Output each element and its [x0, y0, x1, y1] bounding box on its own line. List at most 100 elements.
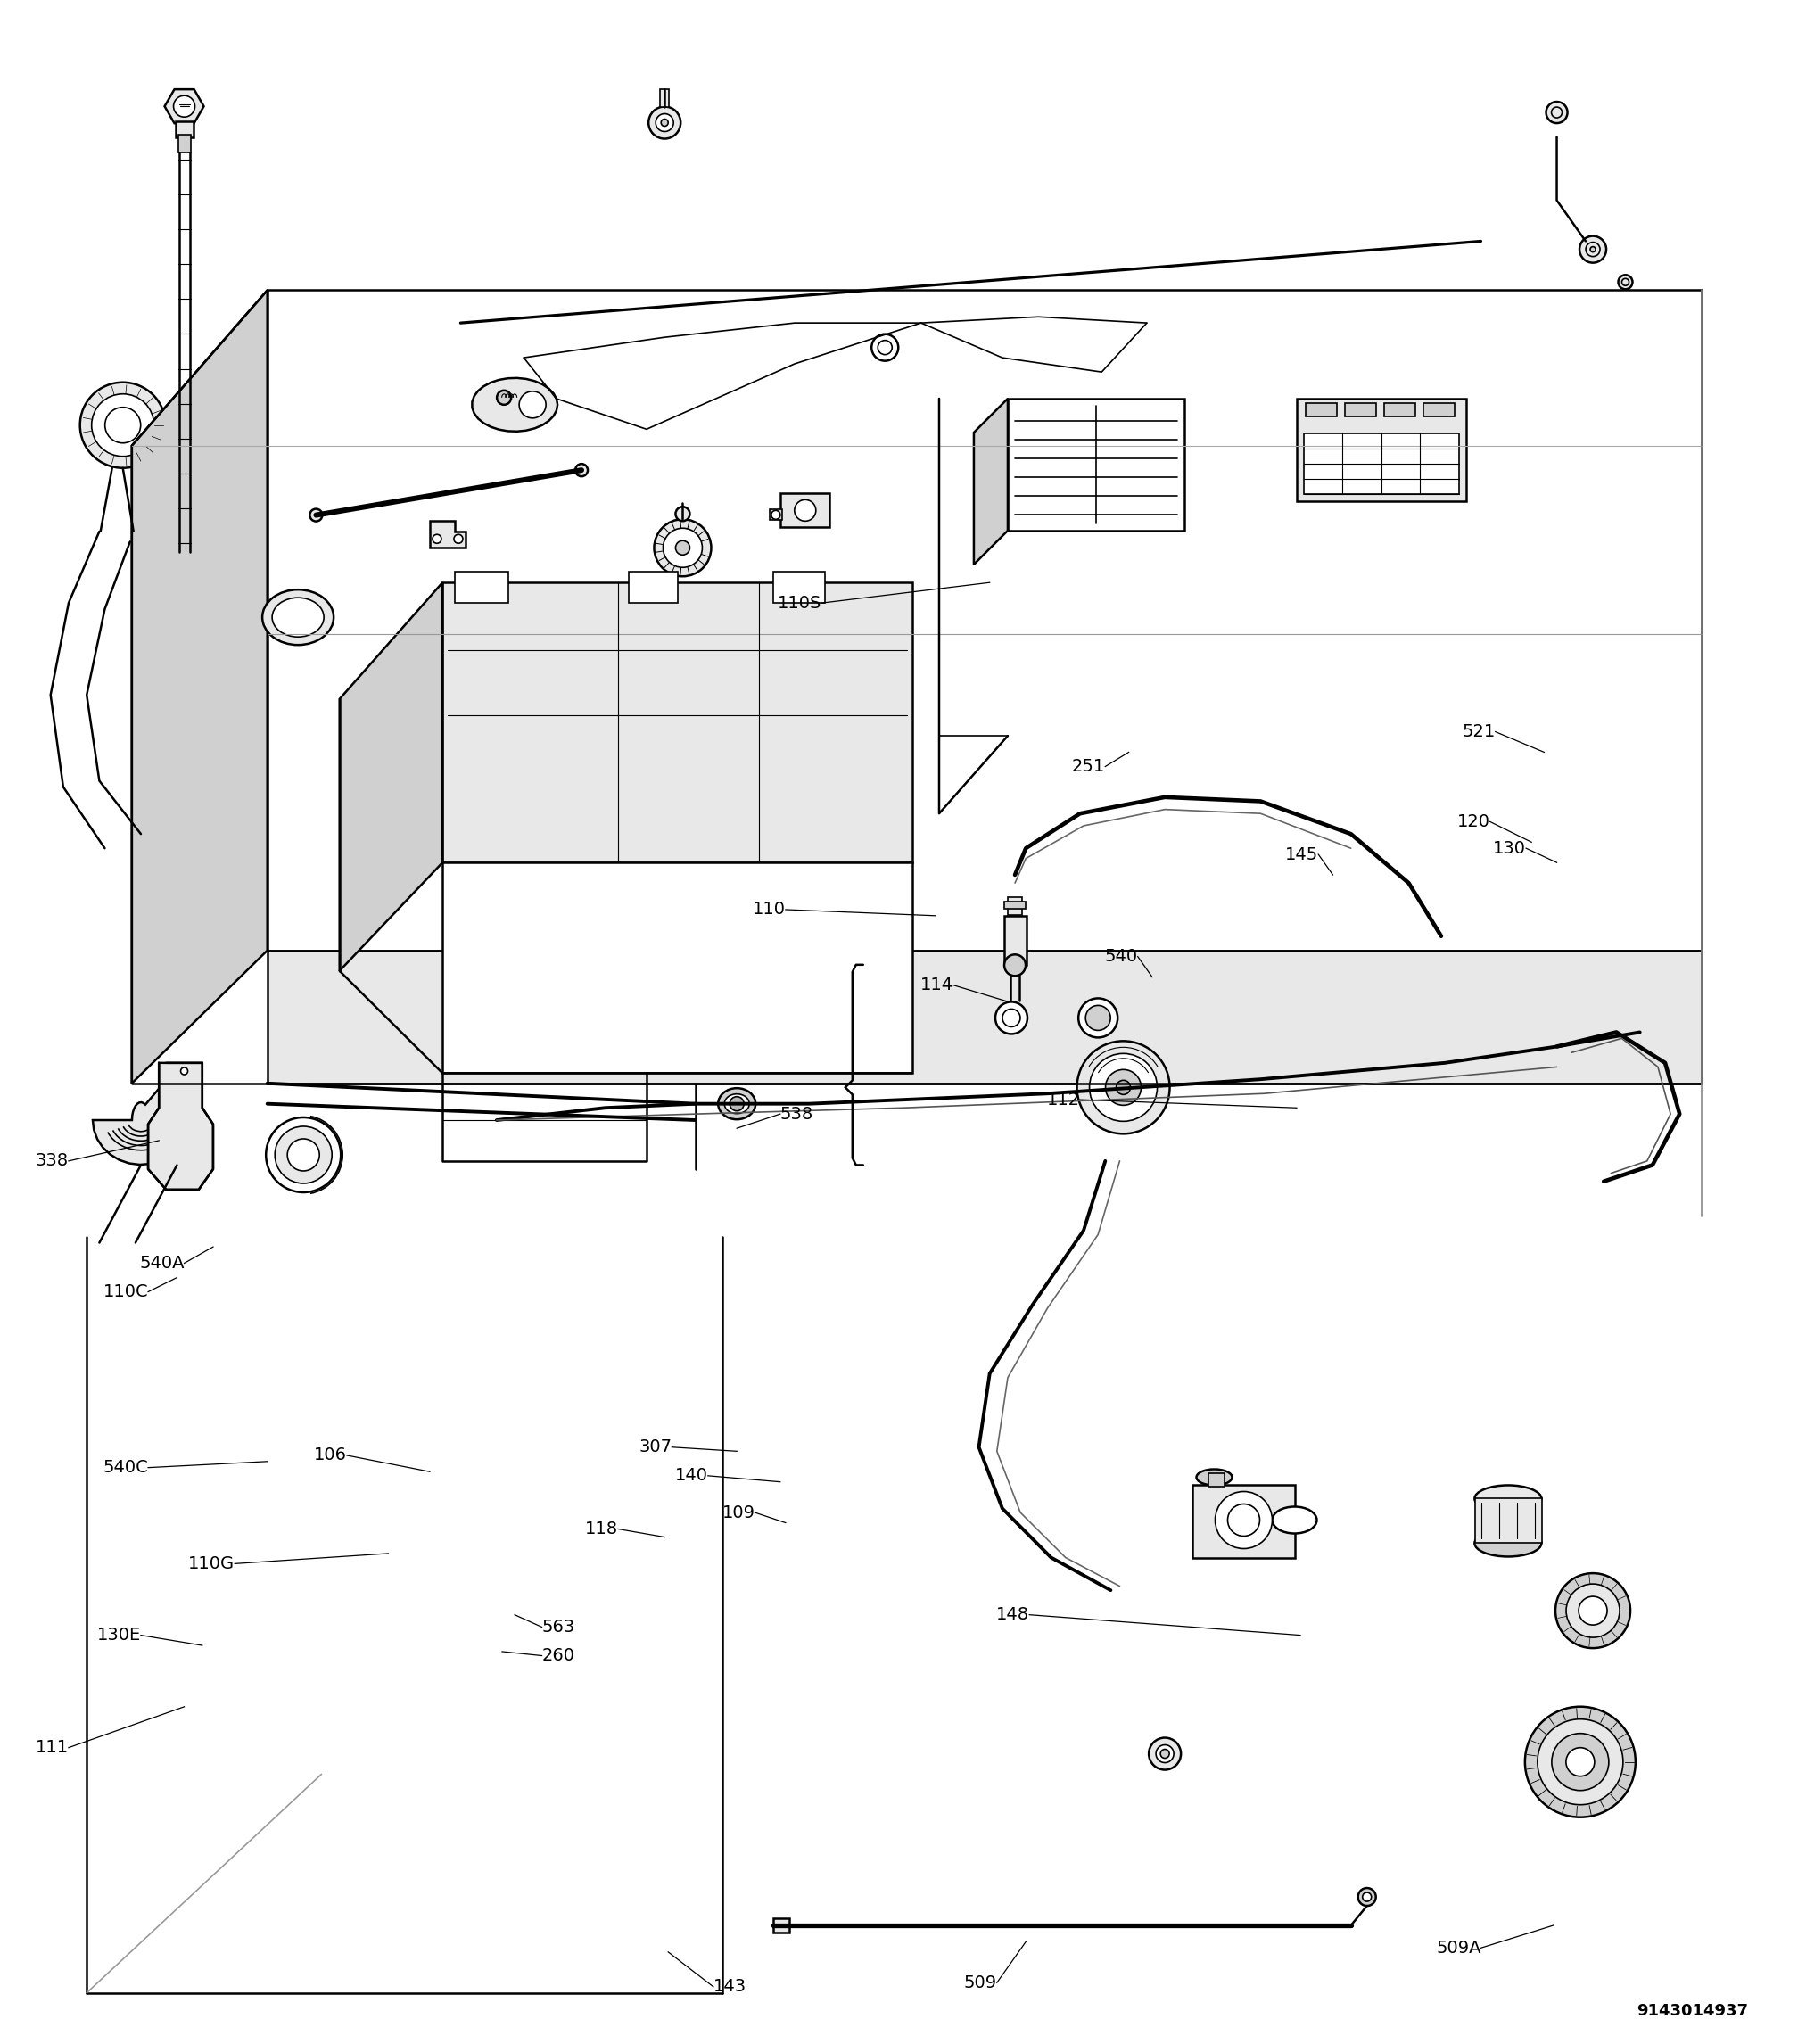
- Circle shape: [311, 509, 321, 521]
- Polygon shape: [267, 290, 1701, 950]
- Text: 509A: 509A: [1436, 1940, 1481, 1956]
- Circle shape: [181, 1067, 188, 1075]
- Polygon shape: [132, 290, 267, 1083]
- Bar: [1297, 399, 1466, 501]
- Circle shape: [1566, 1584, 1620, 1637]
- Circle shape: [730, 1098, 744, 1110]
- Text: 130E: 130E: [98, 1627, 141, 1643]
- Circle shape: [995, 1002, 1028, 1034]
- Polygon shape: [164, 90, 204, 123]
- Text: 260: 260: [542, 1647, 574, 1664]
- Circle shape: [1362, 1893, 1371, 1901]
- Text: 563: 563: [542, 1619, 574, 1635]
- Circle shape: [92, 394, 154, 456]
- Polygon shape: [442, 863, 912, 1073]
- Bar: [179, 135, 190, 153]
- Ellipse shape: [719, 1087, 755, 1120]
- Circle shape: [1546, 102, 1568, 123]
- Polygon shape: [430, 521, 466, 548]
- Text: 109: 109: [722, 1504, 755, 1521]
- Ellipse shape: [724, 1094, 749, 1114]
- Circle shape: [302, 425, 341, 466]
- Text: 110C: 110C: [103, 1284, 148, 1300]
- Bar: [1004, 916, 1026, 965]
- Circle shape: [1524, 1707, 1636, 1817]
- Bar: [1304, 433, 1459, 495]
- Bar: [175, 121, 193, 137]
- Bar: [1208, 1474, 1224, 1486]
- Ellipse shape: [1271, 1506, 1317, 1533]
- Text: 118: 118: [585, 1521, 618, 1537]
- Circle shape: [771, 511, 780, 519]
- Circle shape: [453, 533, 462, 544]
- Polygon shape: [267, 950, 1701, 1083]
- Text: 143: 143: [713, 1979, 746, 1995]
- Circle shape: [173, 96, 195, 117]
- Circle shape: [79, 382, 166, 468]
- Bar: [1008, 897, 1022, 916]
- Ellipse shape: [1474, 1529, 1542, 1558]
- Bar: [1383, 403, 1416, 417]
- Circle shape: [795, 499, 816, 521]
- Text: 251: 251: [1073, 758, 1105, 775]
- Text: 120: 120: [1457, 814, 1490, 830]
- Bar: [1008, 399, 1185, 531]
- Polygon shape: [92, 1081, 190, 1165]
- Text: 148: 148: [997, 1607, 1029, 1623]
- Bar: [773, 572, 825, 603]
- Circle shape: [1537, 1719, 1624, 1805]
- Circle shape: [1618, 276, 1633, 288]
- Text: 307: 307: [639, 1439, 672, 1455]
- Text: 114: 114: [921, 977, 954, 993]
- Polygon shape: [471, 378, 558, 431]
- Bar: [769, 509, 782, 521]
- Circle shape: [675, 542, 690, 554]
- Circle shape: [1089, 1053, 1158, 1122]
- Circle shape: [497, 390, 511, 405]
- Circle shape: [432, 533, 441, 544]
- Ellipse shape: [1196, 1470, 1232, 1486]
- Circle shape: [663, 527, 703, 568]
- Circle shape: [518, 390, 545, 419]
- Text: 110G: 110G: [188, 1555, 235, 1572]
- Circle shape: [1085, 1006, 1111, 1030]
- Circle shape: [648, 106, 681, 139]
- Circle shape: [1161, 1750, 1168, 1758]
- Text: 540: 540: [1105, 948, 1138, 965]
- Text: 509: 509: [964, 1975, 997, 1991]
- Bar: [1004, 901, 1026, 910]
- Text: 110S: 110S: [778, 595, 822, 611]
- Circle shape: [1149, 1737, 1181, 1770]
- Circle shape: [1551, 1733, 1609, 1791]
- Ellipse shape: [262, 589, 334, 646]
- Circle shape: [654, 519, 712, 576]
- Bar: [1345, 403, 1376, 417]
- Polygon shape: [340, 583, 442, 971]
- Circle shape: [1105, 1069, 1141, 1106]
- Ellipse shape: [1474, 1486, 1542, 1513]
- Circle shape: [1358, 1889, 1376, 1905]
- Polygon shape: [973, 399, 1008, 564]
- Circle shape: [1555, 1574, 1631, 1647]
- Bar: [455, 572, 509, 603]
- Text: 9143014937: 9143014937: [1636, 2003, 1748, 2019]
- Bar: [780, 493, 829, 527]
- Text: 106: 106: [314, 1447, 347, 1464]
- Polygon shape: [148, 1063, 213, 1190]
- Circle shape: [1566, 1748, 1595, 1776]
- Text: 140: 140: [675, 1468, 708, 1484]
- Bar: [661, 88, 668, 106]
- Text: 130: 130: [1494, 840, 1526, 856]
- Text: 540C: 540C: [103, 1459, 148, 1476]
- Text: 112: 112: [1047, 1091, 1080, 1108]
- Circle shape: [1116, 1081, 1131, 1094]
- Bar: [1476, 1498, 1542, 1543]
- Circle shape: [265, 1118, 341, 1192]
- Text: 540A: 540A: [139, 1255, 184, 1271]
- Circle shape: [661, 119, 668, 127]
- Bar: [1306, 403, 1336, 417]
- Circle shape: [1580, 235, 1606, 264]
- Circle shape: [1156, 1746, 1174, 1762]
- Ellipse shape: [273, 597, 323, 638]
- Circle shape: [1591, 247, 1595, 251]
